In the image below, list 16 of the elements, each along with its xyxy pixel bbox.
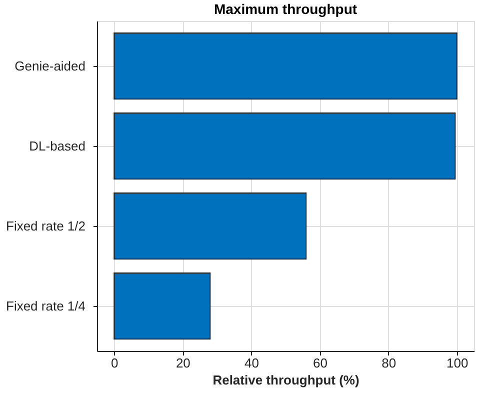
bar — [114, 32, 458, 100]
bar — [114, 112, 456, 180]
y-tick-label: Fixed rate 1/4 — [6, 298, 86, 314]
chart-title: Maximum throughput — [214, 1, 358, 17]
y-tick-label: Fixed rate 1/2 — [6, 218, 86, 234]
y-tick-label: DL-based — [29, 138, 86, 154]
x-tick-label: 20 — [176, 356, 190, 370]
x-axis-title: Relative throughput (%) — [212, 372, 360, 388]
x-tick-label: 60 — [313, 356, 328, 370]
bar — [114, 272, 211, 340]
bar — [114, 192, 307, 260]
x-tick-label: 80 — [382, 356, 396, 370]
x-tick-label: 100 — [446, 356, 468, 370]
x-tick-label: 0 — [111, 356, 118, 370]
x-tick-label: 40 — [244, 356, 259, 370]
y-tick-label: Genie-aided — [14, 58, 86, 74]
